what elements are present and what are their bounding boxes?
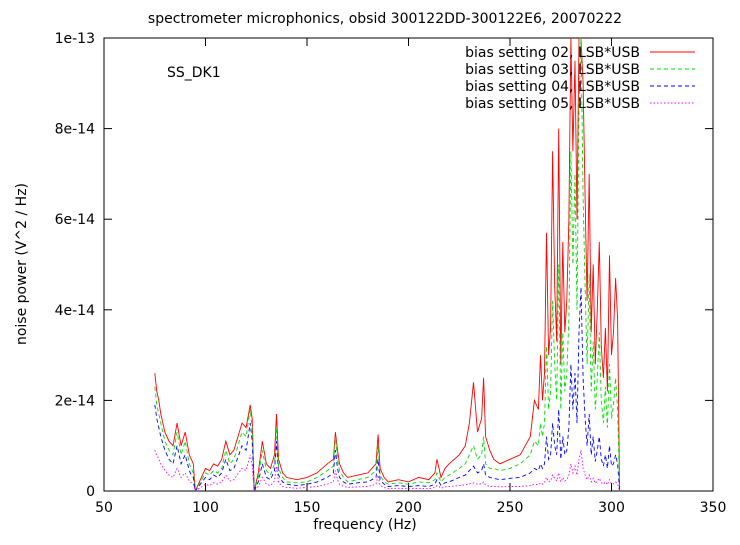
series-line-2 — [154, 38, 621, 491]
legend-label-4: bias setting 05, LSB*USB — [465, 96, 640, 112]
x-tick-label: 250 — [497, 500, 524, 516]
chart-title: spectrometer microphonics, obsid 300122D… — [148, 11, 622, 27]
series-line-4 — [154, 450, 621, 491]
y-tick-label: 2e-14 — [55, 393, 95, 409]
series-line-3 — [154, 287, 621, 491]
y-tick-label: 1e-13 — [55, 31, 95, 47]
annotation-label: SS_DK1 — [167, 65, 221, 81]
y-tick-label: 8e-14 — [55, 122, 95, 138]
y-axis: 0 2e-14 4e-14 6e-14 8e-14 1e-13 — [55, 31, 713, 500]
x-tick-label: 150 — [294, 500, 321, 516]
x-axis-label: frequency (Hz) — [313, 517, 416, 533]
x-tick-label: 350 — [700, 500, 727, 516]
x-tick-label: 200 — [395, 500, 422, 516]
y-tick-label: 0 — [86, 484, 95, 500]
legend-label-3: bias setting 04, LSB*USB — [465, 79, 640, 95]
x-tick-label: 50 — [95, 500, 113, 516]
series-group — [154, 38, 621, 491]
x-axis: 50 100 150 200 250 300 350 — [95, 38, 726, 516]
x-tick-label: 100 — [192, 500, 219, 516]
x-tick-label: 300 — [598, 500, 625, 516]
y-axis-label: noise power (V^2 / Hz) — [14, 183, 30, 345]
legend-label-2: bias setting 03, LSB*USB — [465, 62, 640, 78]
series-line-1 — [154, 38, 621, 491]
y-tick-label: 4e-14 — [55, 303, 95, 319]
legend-label-1: bias setting 02, LSB*USB — [465, 45, 640, 61]
y-tick-label: 6e-14 — [55, 212, 95, 228]
